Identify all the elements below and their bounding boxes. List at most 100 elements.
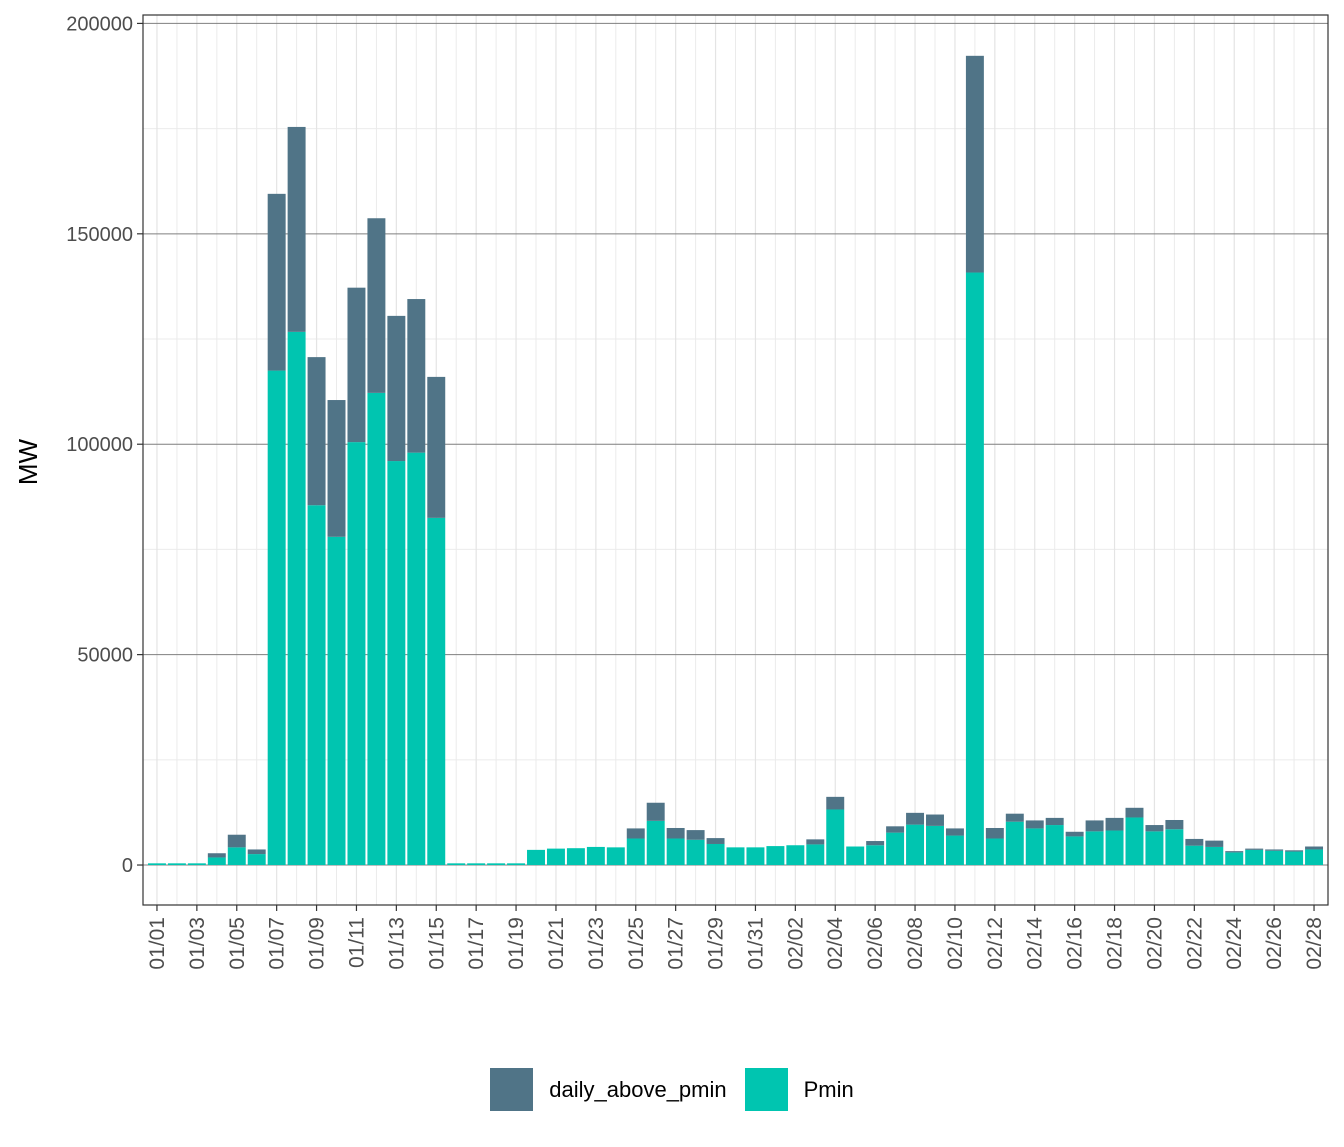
bar-pmin <box>327 536 346 866</box>
x-tick-label: 02/26 <box>1263 917 1286 970</box>
y-axis-label: MW <box>13 438 43 485</box>
x-tick-label: 01/03 <box>186 917 209 970</box>
legend-item-pmin: Pmin <box>744 1068 854 1111</box>
bar-daily-above-pmin <box>1225 851 1244 853</box>
bar-daily-above-pmin <box>367 218 386 393</box>
x-tick-label: 01/25 <box>625 917 648 970</box>
bar-daily-above-pmin <box>826 796 845 810</box>
bar-pmin <box>646 820 665 866</box>
bar-daily-above-pmin <box>267 193 286 371</box>
bar-pmin <box>287 331 306 866</box>
bar-pmin <box>586 846 605 866</box>
bar-daily-above-pmin <box>1125 807 1144 818</box>
x-tick-label: 01/05 <box>226 917 249 970</box>
bar-daily-above-pmin <box>706 838 725 844</box>
bar-pmin <box>906 824 925 866</box>
bar-daily-above-pmin <box>965 55 984 273</box>
y-axis: 0 50000 100000 150000 200000 <box>66 13 143 877</box>
legend: daily_above_pmin Pmin <box>0 1068 1344 1111</box>
panel-border <box>142 14 1329 906</box>
bar-pmin <box>786 845 805 866</box>
bar-pmin <box>1305 849 1324 866</box>
bar-pmin <box>1165 829 1184 866</box>
bar-pmin <box>507 863 526 866</box>
y-tick-label: 150000 <box>66 224 133 246</box>
bar-daily-above-pmin <box>1085 820 1104 832</box>
bar-pmin <box>766 846 785 866</box>
x-tick-label: 01/31 <box>744 917 767 970</box>
bar-daily-above-pmin <box>427 376 446 518</box>
bar-daily-above-pmin <box>387 315 406 462</box>
bar-daily-above-pmin <box>926 814 944 826</box>
bar-pmin <box>427 517 446 866</box>
bar-pmin <box>866 845 885 866</box>
bar-pmin <box>846 846 865 866</box>
bar-pmin <box>387 461 406 866</box>
x-tick-label: 02/04 <box>824 917 847 970</box>
bar-daily-above-pmin <box>1185 838 1204 846</box>
bar-pmin <box>1265 850 1284 866</box>
bar-pmin <box>1285 851 1304 866</box>
bar-pmin <box>227 847 246 866</box>
x-tick-label: 02/08 <box>904 917 927 970</box>
bar-daily-above-pmin <box>1285 850 1304 852</box>
bar-daily-above-pmin <box>207 853 226 858</box>
bar-pmin <box>447 863 466 866</box>
legend-label-daily-above-pmin: daily_above_pmin <box>549 1076 727 1102</box>
bar-pmin <box>666 838 685 866</box>
bar-daily-above-pmin <box>945 828 964 836</box>
bar-pmin <box>1245 849 1264 866</box>
x-tick-label: 01/23 <box>585 917 608 970</box>
bar-pmin <box>626 838 645 866</box>
bar-pmin <box>886 832 905 866</box>
bar-daily-above-pmin <box>666 827 685 839</box>
bar-daily-above-pmin <box>906 812 925 825</box>
bar-pmin <box>207 857 226 866</box>
bar-daily-above-pmin <box>1165 819 1184 830</box>
bar-pmin <box>806 844 825 866</box>
x-tick-label: 01/29 <box>705 917 728 970</box>
bar-pmin <box>926 825 944 866</box>
y-tick-label: 100000 <box>66 434 133 456</box>
bar-pmin <box>566 848 585 866</box>
bar-daily-above-pmin <box>806 839 825 845</box>
bars <box>147 55 1324 866</box>
bar-pmin <box>307 505 326 866</box>
bar-pmin <box>347 442 366 866</box>
bar-pmin <box>1085 831 1104 866</box>
x-tick-label: 01/13 <box>385 917 408 970</box>
bar-pmin <box>147 863 166 866</box>
bar-pmin <box>1045 825 1064 866</box>
bar-pmin <box>546 848 565 866</box>
x-tick-label: 02/28 <box>1303 917 1326 970</box>
bar-pmin <box>965 272 984 866</box>
bar-pmin <box>247 854 266 866</box>
bar-pmin <box>706 843 725 866</box>
y-tick-label: 200000 <box>66 13 133 35</box>
bar-daily-above-pmin <box>886 826 905 833</box>
legend-item-daily-above-pmin: daily_above_pmin <box>490 1068 727 1111</box>
x-tick-label: 01/21 <box>545 917 568 970</box>
bar-daily-above-pmin <box>866 841 885 846</box>
bar-daily-above-pmin <box>1305 846 1324 850</box>
bar-daily-above-pmin <box>287 126 306 332</box>
x-tick-label: 02/18 <box>1104 917 1127 970</box>
bar-daily-above-pmin <box>1205 840 1224 847</box>
bar-daily-above-pmin <box>1265 849 1284 851</box>
bar-pmin <box>985 838 1004 866</box>
bar-daily-above-pmin <box>686 830 705 840</box>
bar-daily-above-pmin <box>327 400 346 537</box>
legend-key-daily-above-pmin <box>490 1068 534 1111</box>
bar-pmin <box>367 392 386 866</box>
bar-daily-above-pmin <box>646 802 665 821</box>
x-tick-label: 01/17 <box>465 917 488 970</box>
bar-pmin <box>1065 836 1084 866</box>
bar-pmin <box>726 847 745 866</box>
x-tick-label: 02/16 <box>1064 917 1087 970</box>
x-tick-label: 01/19 <box>505 917 528 970</box>
x-tick-label: 02/14 <box>1024 917 1047 970</box>
bar-daily-above-pmin <box>307 357 326 506</box>
bar-pmin <box>1205 846 1224 866</box>
